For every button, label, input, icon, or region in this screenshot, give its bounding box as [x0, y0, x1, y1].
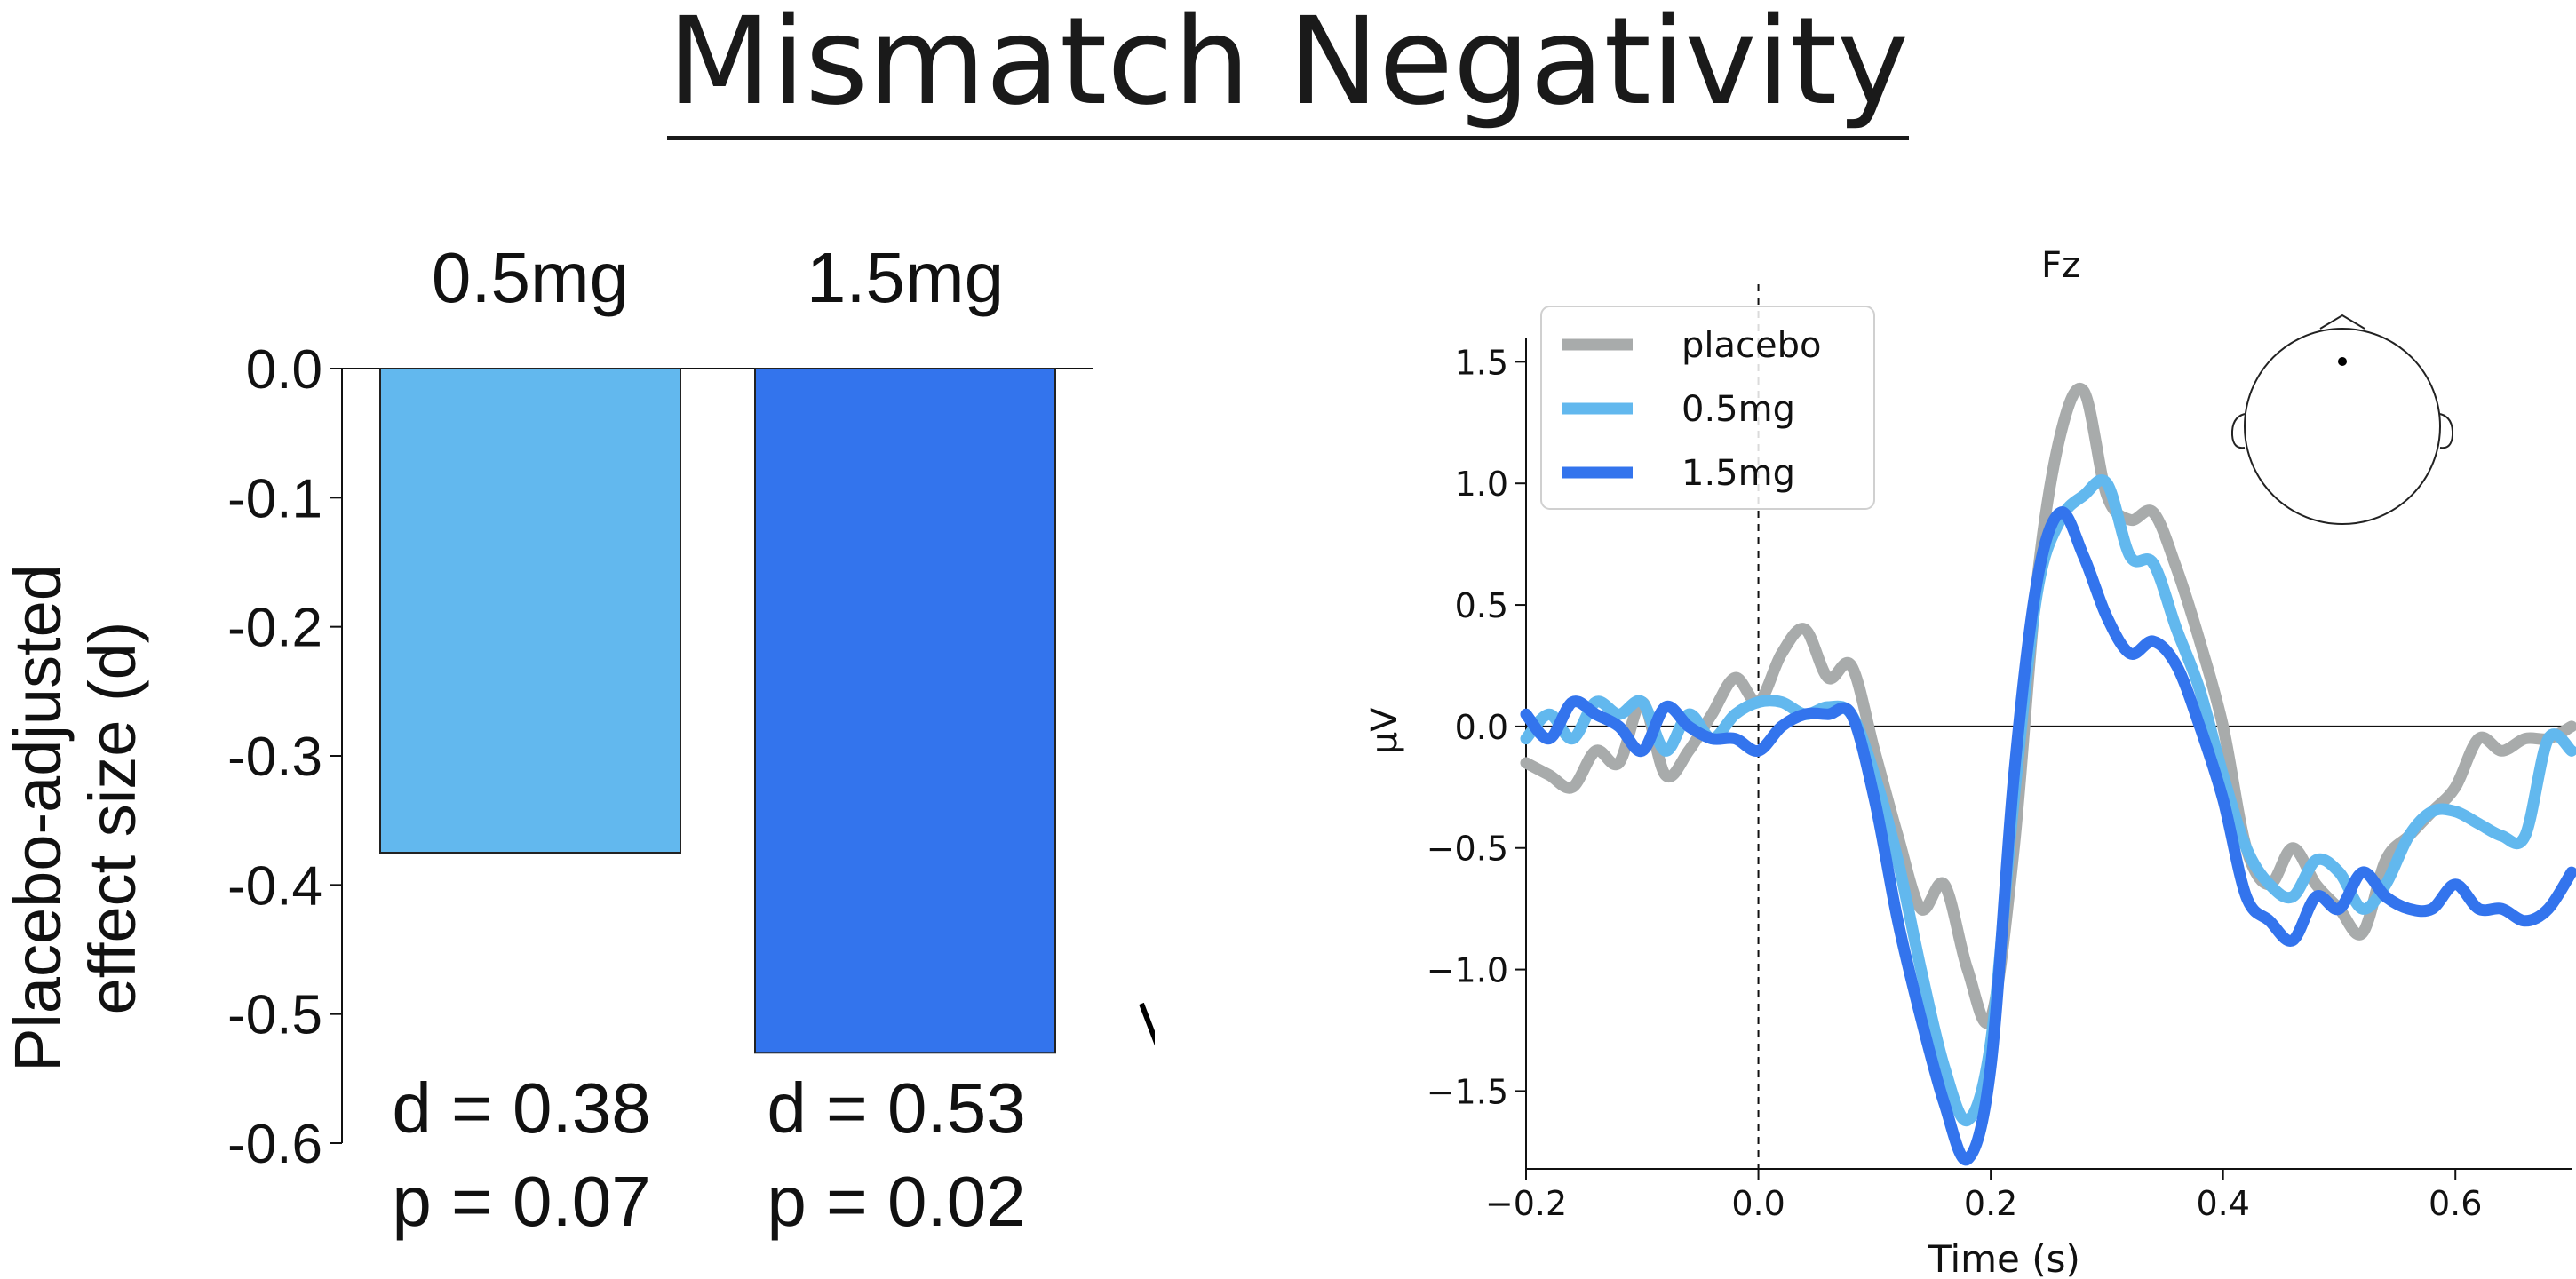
bar-y-tick-label: -0.4 — [227, 855, 322, 917]
arrow-head — [1139, 1002, 1155, 1046]
erp-title: Fz — [2041, 245, 2080, 286]
bar-y-tick-label: -0.5 — [227, 985, 322, 1046]
bar-y-label-line-2: effect size (d) — [76, 622, 149, 1015]
erp-y-tick-label: −1.0 — [1427, 951, 1508, 990]
erp-x-tick-label: 0.2 — [1964, 1184, 2017, 1223]
erp-y-tick-label: 1.0 — [1455, 465, 1508, 504]
main-title-text: Mismatch Negativity — [667, 0, 1909, 140]
bar-annotation-line: d = 0.53 — [767, 1068, 1025, 1148]
erp-legend: placebo 0.5mg 1.5mg — [1540, 306, 1875, 510]
bar-category-labels: 0.5mg 1.5mg — [432, 238, 1004, 317]
erp-axes: −0.2 0.0 0.2 0.4 0.6 1.5 1.0 0.5 0.0 −0.5 −1.0 −1.5… — [1364, 245, 2572, 1279]
erp-legend-label: 0.5mg — [1682, 389, 1795, 430]
bar-annotations: d = 0.38 p = 0.07 d = 0.53 p = 0.02 — [392, 1068, 1025, 1241]
head-nose — [2319, 314, 2365, 330]
bar-0.5mg — [379, 368, 681, 854]
head-left-ear — [2230, 413, 2246, 449]
erp-y-tick-label: 1.5 — [1455, 343, 1508, 382]
erp-legend-label: 1.5mg — [1682, 453, 1795, 494]
bar-y-tick-label: -0.3 — [227, 727, 322, 788]
erp-lines — [1520, 383, 2576, 1166]
erp-legend-box — [1540, 306, 1875, 510]
bar-1.5mg — [754, 368, 1056, 1054]
bar-y-axis-label: Placebo-adjusted effect size (d) — [1, 564, 149, 1072]
erp-x-tick-label: 0.0 — [1731, 1184, 1785, 1223]
erp-x-tick-label: 0.6 — [2429, 1184, 2482, 1223]
erp-x-label: Time (s) — [1928, 1237, 2080, 1279]
bar-y-label-line-1: Placebo-adjusted — [1, 564, 75, 1072]
bar-y-tick-label: -0.2 — [227, 598, 322, 659]
improvement-arrow: Improvement — [1139, 1002, 1155, 1046]
erp-x-tick-label: 0.4 — [2196, 1184, 2249, 1223]
bar-category-label: 0.5mg — [432, 238, 629, 317]
head-sensor-icon — [2230, 314, 2454, 525]
bar-annotation-line: d = 0.38 — [392, 1068, 650, 1148]
erp-y-tick-label: −1.5 — [1427, 1072, 1508, 1111]
bar-y-tick-label: 0.0 — [246, 339, 322, 401]
erp-legend-label: placebo — [1682, 325, 1821, 366]
bar-category-label: 1.5mg — [807, 238, 1004, 317]
erp-y-tick-label: 0.5 — [1455, 586, 1508, 625]
erp-y-label: µV — [1364, 707, 1405, 754]
bar-y-tick-label: -0.6 — [227, 1114, 322, 1175]
head-right-ear — [2439, 413, 2454, 449]
erp-y-tick-label: −0.5 — [1427, 830, 1508, 869]
erp-series-line-0.5mg — [1520, 474, 2576, 1126]
erp-x-tick-label: −0.2 — [1485, 1184, 1567, 1223]
bar-y-tick-label: -0.1 — [227, 468, 322, 529]
erp-series-line-placebo — [1520, 383, 2576, 1029]
bar-axes: 0.0 -0.1 -0.2 -0.3 -0.4 -0.5 -0.6 — [227, 339, 1093, 1175]
bar-annotation-line: p = 0.02 — [767, 1162, 1025, 1241]
erp-y-tick-label: 0.0 — [1455, 708, 1508, 747]
bar-annotation-line: p = 0.07 — [392, 1162, 650, 1241]
fz-sensor-dot — [2338, 357, 2347, 366]
head-outline — [2244, 328, 2441, 525]
erp-series-line-1.5mg — [1520, 506, 2576, 1166]
bar-bars — [379, 368, 1056, 1054]
main-title: Mismatch Negativity — [0, 0, 2576, 140]
bar-chart: Placebo-adjusted effect size (d) 0.0 -0.1 -… — [1, 238, 1155, 1241]
